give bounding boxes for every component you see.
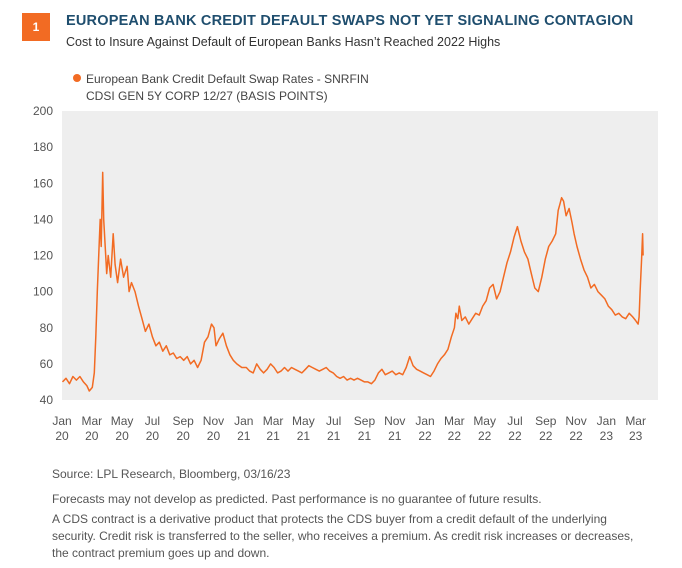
legend-label-line2: CDSI GEN 5Y CORP 12/27 (BASIS POINTS) [86, 89, 328, 103]
legend-label-line1: European Bank Credit Default Swap Rates … [86, 72, 369, 86]
y-tick-label: 60 [40, 357, 54, 371]
x-tick-label-month: Jul [145, 414, 160, 428]
y-tick-label: 200 [33, 104, 53, 118]
legend-marker-icon [73, 74, 81, 82]
x-tick-label-year: 20 [207, 429, 221, 443]
x-tick-label-year: 22 [569, 429, 583, 443]
y-tick-label: 40 [40, 393, 54, 407]
x-tick-label-year: 20 [85, 429, 99, 443]
x-tick-label-month: May [473, 414, 496, 428]
x-tick-label-month: Mar [625, 414, 646, 428]
cds-note-line: security. Credit risk is transferred to … [52, 529, 634, 543]
source-note: Source: LPL Research, Bloomberg, 03/16/2… [52, 467, 291, 481]
x-tick-label-year: 20 [55, 429, 69, 443]
x-tick-label-month: Jan [597, 414, 616, 428]
x-tick-label-year: 23 [629, 429, 643, 443]
x-tick-label-year: 21 [358, 429, 372, 443]
legend: European Bank Credit Default Swap Rates … [73, 71, 369, 105]
x-tick-label-year: 22 [478, 429, 492, 443]
y-tick-label: 180 [33, 140, 53, 154]
x-tick-label-year: 22 [418, 429, 432, 443]
y-axis: 40 60 80 100 120 140 160 180 200 [33, 104, 53, 407]
x-tick-label-year: 21 [297, 429, 311, 443]
x-tick-label-year: 22 [508, 429, 522, 443]
x-tick-label-month: Sep [535, 414, 557, 428]
x-tick-label-month: Mar [81, 414, 102, 428]
disclaimer-text: Forecasts may not develop as predicted. … [52, 492, 542, 506]
x-axis: Jan20Mar20May20Jul20Sep20Nov20Jan21Mar21… [52, 414, 646, 443]
x-tick-label-month: May [111, 414, 134, 428]
x-tick-label-year: 21 [327, 429, 341, 443]
y-tick-label: 140 [33, 212, 53, 226]
x-tick-label-month: Nov [565, 414, 586, 428]
cds-note: A CDS contract is a derivative product t… [52, 511, 633, 562]
x-tick-label-year: 21 [388, 429, 402, 443]
x-tick-label-month: Jul [507, 414, 522, 428]
chart-subtitle: Cost to Insure Against Default of Europe… [66, 35, 501, 49]
x-tick-label-month: May [292, 414, 315, 428]
x-tick-label-year: 21 [266, 429, 280, 443]
figure-number-badge: 1 [22, 13, 50, 41]
x-tick-label-year: 21 [237, 429, 251, 443]
x-tick-label-month: Sep [173, 414, 195, 428]
x-tick-label-month: Jan [415, 414, 434, 428]
x-tick-label-month: Nov [384, 414, 405, 428]
y-tick-label: 80 [40, 321, 54, 335]
x-tick-label-month: Nov [203, 414, 224, 428]
x-tick-label-year: 20 [115, 429, 129, 443]
cds-note-line: the contract premium goes up and down. [52, 546, 270, 560]
x-tick-label-year: 20 [146, 429, 160, 443]
x-tick-label-year: 23 [600, 429, 614, 443]
x-tick-label-month: Jan [52, 414, 71, 428]
y-tick-label: 100 [33, 285, 53, 299]
y-tick-label: 120 [33, 249, 53, 263]
cds-note-line: A CDS contract is a derivative product t… [52, 512, 607, 526]
x-tick-label-month: Sep [354, 414, 376, 428]
plot-area [62, 111, 658, 400]
x-tick-label-year: 22 [448, 429, 462, 443]
x-tick-label-year: 20 [177, 429, 191, 443]
x-tick-label-month: Jul [326, 414, 341, 428]
chart-title: EUROPEAN BANK CREDIT DEFAULT SWAPS NOT Y… [66, 13, 634, 29]
x-tick-label-month: Mar [444, 414, 465, 428]
x-tick-label-year: 22 [539, 429, 553, 443]
series-line-snrfin [61, 171, 644, 392]
y-tick-label: 160 [33, 176, 53, 190]
x-tick-label-month: Mar [263, 414, 284, 428]
x-tick-label-month: Jan [234, 414, 253, 428]
legend-entry: European Bank Credit Default Swap Rates … [73, 71, 369, 88]
